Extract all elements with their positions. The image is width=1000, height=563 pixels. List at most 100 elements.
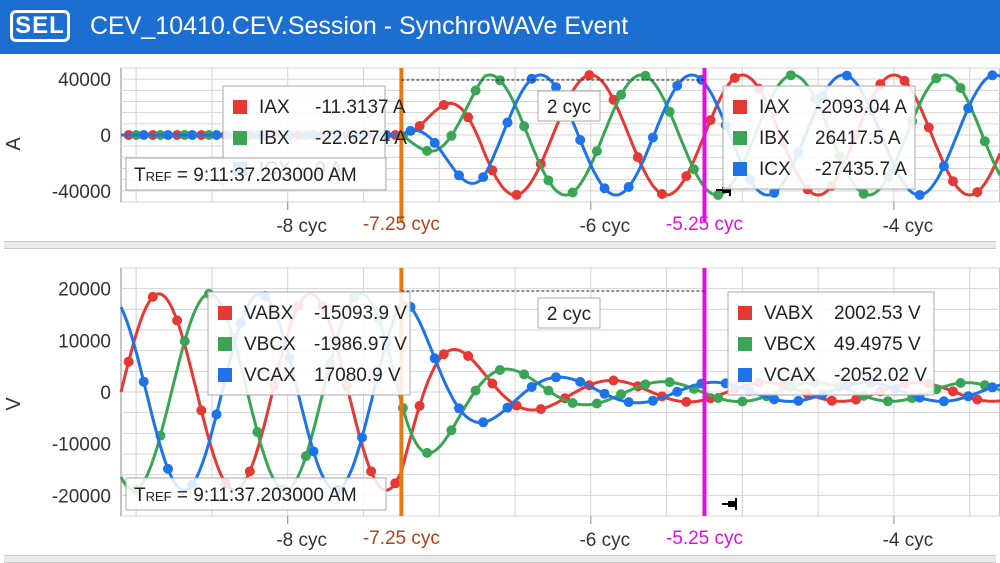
tref-frame — [125, 477, 387, 511]
sample-point — [979, 136, 990, 147]
sample-point — [494, 75, 505, 86]
y-axis-label: A — [3, 137, 25, 151]
legend-swatch — [733, 162, 747, 176]
legend-swatch — [733, 131, 747, 145]
x-tick-label: -8 cyc — [276, 216, 327, 237]
sample-point — [526, 382, 537, 392]
y-tick-label: 40000 — [58, 70, 111, 91]
tref-label: TREF = 9:11:37.203000 AM — [134, 485, 357, 506]
sample-point — [899, 75, 910, 86]
sample-point — [463, 351, 474, 361]
legend-cursor-b: VABX 2002.53 V VBCX 49.4975 V VCAX -2052.02 V — [727, 291, 935, 396]
legend-box — [207, 291, 411, 396]
sample-point — [422, 145, 433, 156]
sample-point — [300, 451, 311, 462]
legend-channel-name: VABX — [244, 303, 294, 324]
sample-point — [647, 132, 658, 143]
sample-point — [972, 187, 983, 198]
sample-point — [681, 396, 692, 407]
legend-swatch — [218, 306, 232, 320]
sample-point — [987, 70, 998, 81]
cursor-b-label: -5.25 cyc — [666, 528, 743, 549]
legend-channel-name: VABX — [764, 303, 814, 324]
sample-point — [575, 135, 586, 145]
legend-channel-name: ICX — [759, 159, 791, 180]
sample-point — [664, 377, 675, 388]
sample-point — [470, 385, 481, 396]
sample-point — [196, 405, 207, 416]
legend-channel-value: 49.4975 V — [834, 334, 921, 355]
sample-point — [769, 187, 780, 198]
sample-point — [244, 466, 255, 477]
sample-point — [454, 170, 464, 181]
sample-point — [599, 183, 610, 194]
legend-channel-value: -1986.97 V — [314, 334, 407, 355]
sample-point — [567, 187, 578, 198]
tref-subscript: REF — [146, 489, 172, 504]
sample-point — [519, 369, 530, 380]
tref-box: TREF = 9:11:37.203000 AM — [125, 157, 387, 191]
sample-point — [535, 404, 546, 415]
legend-channel-value: -27435.7 A — [815, 159, 907, 180]
x-tick-label: -6 cyc — [579, 530, 630, 551]
sample-point — [882, 396, 893, 407]
current-plot-pane[interactable]: 40000 0 -40000 A -8 cyc -6 cyc -4 cyc -7.25 cyc… — [0, 54, 1000, 244]
sample-point — [446, 130, 457, 141]
sample-point — [938, 396, 949, 407]
sample-point — [955, 378, 966, 388]
pane-splitter[interactable] — [4, 241, 996, 249]
sample-point — [470, 85, 481, 96]
current-plot[interactable]: 40000 0 -40000 A -8 cyc -6 cyc -4 cyc -7.25 cyc… — [0, 54, 1000, 244]
legend-swatch — [218, 368, 232, 382]
pin-head — [722, 187, 730, 193]
voltage-plot[interactable]: 20000 10000 0 -10000 -20000 V -8 cyc -6 cyc -4 c… — [0, 254, 1000, 554]
pin-head — [728, 501, 736, 507]
sample-point — [438, 349, 449, 360]
tref-label: TREF = 9:11:37.203000 AM — [134, 165, 357, 186]
sample-point — [543, 175, 554, 186]
sample-point — [163, 130, 173, 140]
y-tick-label: 10000 — [58, 331, 111, 352]
x-tick-label: -4 cyc — [883, 530, 934, 551]
sample-point — [769, 394, 780, 405]
legend-swatch — [738, 337, 752, 351]
legend-channel-name: VBCX — [764, 334, 816, 355]
sample-point — [664, 106, 675, 117]
pin-icon[interactable] — [722, 498, 737, 510]
tref-value: = 9:11:37.203000 AM — [172, 485, 357, 506]
sample-point — [551, 82, 561, 93]
legend-channel-value: 2002.53 V — [834, 303, 921, 324]
legend-cursor-a: VABX -15093.9 V VBCX -1986.97 V VCAX 17080.9 … — [207, 291, 411, 396]
y-tick-label: -20000 — [52, 486, 111, 507]
legend-channel-name: IAX — [759, 97, 790, 118]
legend-swatch — [218, 337, 232, 351]
sample-point — [591, 146, 602, 157]
sample-point — [955, 83, 966, 93]
legend-box — [722, 85, 916, 190]
voltage-plot-pane[interactable]: 20000 10000 0 -10000 -20000 V -8 cyc -6 cyc -4 c… — [0, 254, 1000, 554]
sample-point — [454, 403, 464, 414]
y-axis-label: V — [3, 397, 25, 411]
tref-prefix: T — [134, 485, 146, 506]
sample-point — [438, 100, 449, 110]
sample-point — [713, 393, 724, 403]
sample-point — [858, 188, 869, 199]
tref-prefix: T — [134, 165, 146, 186]
sample-point — [463, 112, 474, 123]
sample-point — [414, 121, 425, 131]
sample-point — [494, 365, 505, 375]
delta-label: 2 cyc — [547, 97, 591, 118]
legend-channel-value: -2093.04 A — [815, 97, 907, 118]
tref-box: TREF = 9:11:37.203000 AM — [125, 477, 387, 511]
window-title: CEV_10410.CEV.Session - SynchroWAVe Even… — [90, 12, 629, 40]
sample-point — [851, 394, 861, 405]
sample-point — [179, 336, 190, 347]
sample-point — [429, 137, 440, 148]
sample-point — [390, 478, 401, 489]
sample-point — [657, 189, 667, 199]
sample-point — [647, 395, 658, 406]
sample-point — [252, 426, 263, 437]
x-tick-label: -8 cyc — [276, 530, 327, 551]
sample-point — [543, 385, 554, 396]
sample-point — [841, 70, 852, 81]
